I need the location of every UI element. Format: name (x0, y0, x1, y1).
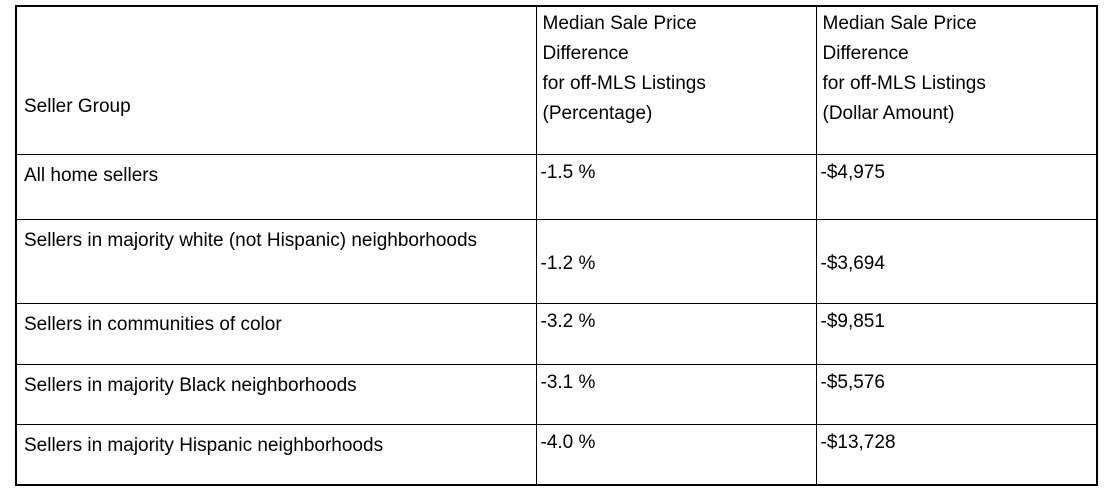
pct-difference-cell: -3.2 % (535, 302, 817, 365)
pct-difference-cell: -3.1 % (535, 363, 817, 425)
price-difference-table: Seller Group Median Sale Price Differenc… (15, 5, 1098, 486)
column-header-dollar-difference: Median Sale Price Difference for off-MLS… (815, 5, 1098, 155)
column-header-seller-group: Seller Group (15, 5, 537, 155)
dollar-difference-cell: -$4,975 (815, 153, 1098, 220)
table-row: Sellers in majority white (not Hispanic)… (15, 218, 1098, 304)
dollar-difference-cell: -$3,694 (815, 218, 1098, 304)
pct-difference-cell: -1.5 % (535, 153, 817, 220)
table-header-row: Seller Group Median Sale Price Differenc… (15, 5, 1098, 155)
table-row: Sellers in majority Hispanic neighborhoo… (15, 423, 1098, 486)
pct-difference-cell: -1.2 % (535, 218, 817, 304)
column-header-pct-difference: Median Sale Price Difference for off-MLS… (535, 5, 817, 155)
table-row: All home sellers -1.5 % -$4,975 (15, 153, 1098, 220)
seller-group-cell: Sellers in majority Hispanic neighborhoo… (15, 423, 537, 486)
seller-group-cell: All home sellers (15, 153, 537, 220)
pct-difference-cell: -4.0 % (535, 423, 817, 486)
seller-group-cell: Sellers in majority Black neighborhoods (15, 363, 537, 425)
table-row: Sellers in communities of color -3.2 % -… (15, 302, 1098, 365)
table-row: Sellers in majority Black neighborhoods … (15, 363, 1098, 425)
dollar-difference-cell: -$5,576 (815, 363, 1098, 425)
dollar-difference-cell: -$13,728 (815, 423, 1098, 486)
dollar-difference-cell: -$9,851 (815, 302, 1098, 365)
seller-group-cell: Sellers in majority white (not Hispanic)… (15, 218, 537, 304)
table-body: All home sellers -1.5 % -$4,975 Sellers … (15, 153, 1098, 486)
seller-group-cell: Sellers in communities of color (15, 302, 537, 365)
